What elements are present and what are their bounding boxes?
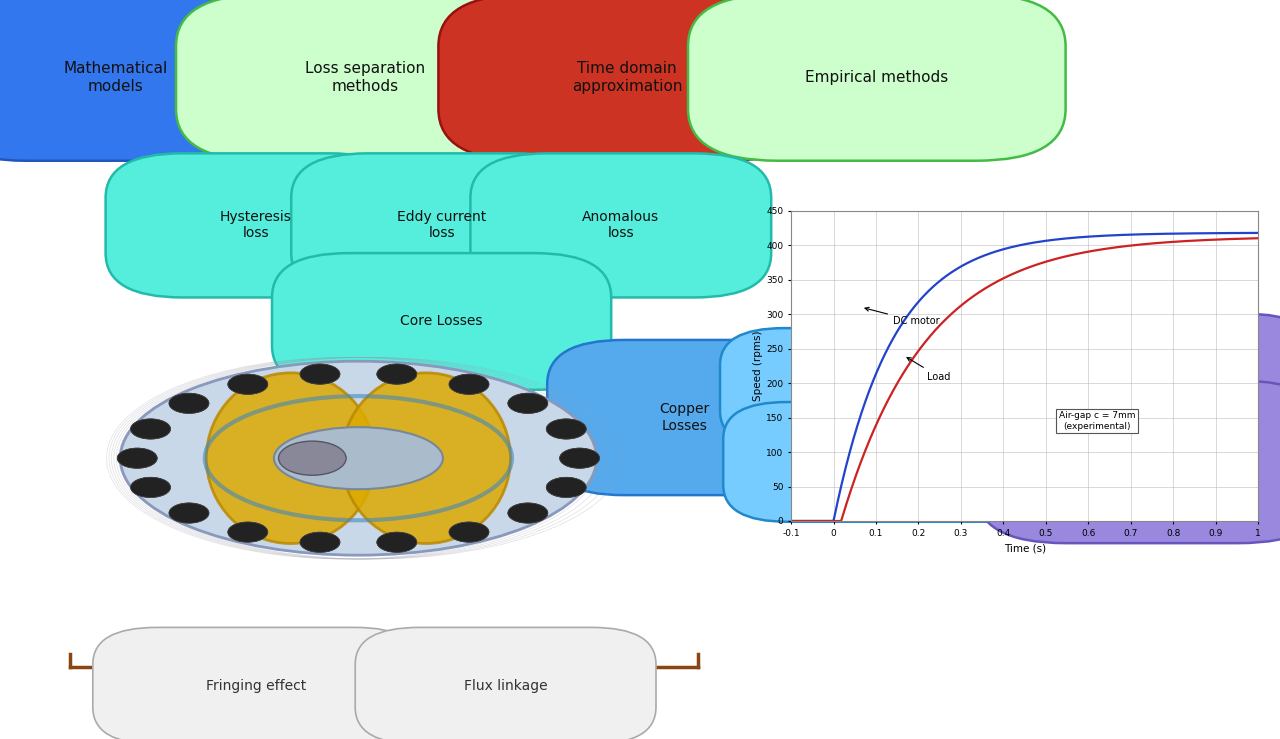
Ellipse shape <box>131 419 170 439</box>
Text: Skin effect loss: Skin effect loss <box>837 381 942 395</box>
Ellipse shape <box>376 532 417 552</box>
Text: Copper
Losses: Copper Losses <box>659 403 710 432</box>
Text: Loss separation
methods: Loss separation methods <box>305 61 425 94</box>
Ellipse shape <box>508 393 548 413</box>
FancyBboxPatch shape <box>548 340 823 495</box>
Ellipse shape <box>169 503 209 523</box>
Ellipse shape <box>449 374 489 395</box>
FancyBboxPatch shape <box>106 153 407 297</box>
Text: Flux linkage: Flux linkage <box>463 679 548 692</box>
Ellipse shape <box>376 532 417 552</box>
Ellipse shape <box>206 372 375 544</box>
FancyBboxPatch shape <box>977 381 1280 543</box>
Ellipse shape <box>559 448 599 469</box>
Ellipse shape <box>376 364 417 384</box>
FancyBboxPatch shape <box>977 313 1280 463</box>
Ellipse shape <box>228 522 268 542</box>
FancyBboxPatch shape <box>689 0 1066 161</box>
Ellipse shape <box>118 448 157 469</box>
Ellipse shape <box>131 477 170 497</box>
Ellipse shape <box>118 448 157 469</box>
FancyBboxPatch shape <box>438 0 817 161</box>
FancyBboxPatch shape <box>356 627 657 739</box>
Text: DC motor: DC motor <box>865 307 940 327</box>
Text: Hysteresis
loss: Hysteresis loss <box>220 211 292 240</box>
Ellipse shape <box>300 364 340 384</box>
Ellipse shape <box>169 393 209 413</box>
Text: Mathematical
models: Mathematical models <box>63 61 168 94</box>
Ellipse shape <box>449 522 489 542</box>
Ellipse shape <box>274 427 443 489</box>
Ellipse shape <box>508 393 548 413</box>
Text: Litz wire: Litz wire <box>1123 381 1181 395</box>
FancyBboxPatch shape <box>471 153 771 297</box>
Text: Empirical methods: Empirical methods <box>805 70 948 85</box>
Ellipse shape <box>559 448 599 469</box>
Ellipse shape <box>228 374 268 395</box>
X-axis label: Time (s): Time (s) <box>1004 543 1046 554</box>
Ellipse shape <box>228 522 268 542</box>
Ellipse shape <box>547 477 586 497</box>
Text: Fringing effect: Fringing effect <box>206 679 306 692</box>
Ellipse shape <box>169 503 209 523</box>
FancyBboxPatch shape <box>0 0 294 161</box>
Text: Time domain
approximation: Time domain approximation <box>572 61 682 94</box>
FancyBboxPatch shape <box>292 153 591 297</box>
Text: Anomalous
loss: Anomalous loss <box>582 211 659 240</box>
Text: Eddy current
loss: Eddy current loss <box>397 211 486 240</box>
Ellipse shape <box>547 419 586 439</box>
Text: Proximity effect loss: Proximity effect loss <box>838 455 979 469</box>
Ellipse shape <box>376 364 417 384</box>
Ellipse shape <box>300 532 340 552</box>
Text: Air-gap c = 7mm
(experimental): Air-gap c = 7mm (experimental) <box>1059 412 1135 431</box>
Ellipse shape <box>120 361 596 555</box>
Ellipse shape <box>300 532 340 552</box>
Text: Load: Load <box>908 358 950 381</box>
Ellipse shape <box>131 419 170 439</box>
Text: Core Losses: Core Losses <box>401 315 483 328</box>
Ellipse shape <box>449 374 489 395</box>
Ellipse shape <box>547 477 586 497</box>
Ellipse shape <box>228 374 268 395</box>
FancyBboxPatch shape <box>723 402 1094 522</box>
Ellipse shape <box>547 419 586 439</box>
Ellipse shape <box>279 441 346 475</box>
Ellipse shape <box>449 522 489 542</box>
FancyBboxPatch shape <box>271 253 612 390</box>
Text: Interleaved
winding: Interleaved winding <box>1112 447 1192 477</box>
Ellipse shape <box>508 503 548 523</box>
Ellipse shape <box>169 393 209 413</box>
FancyBboxPatch shape <box>175 0 554 161</box>
Ellipse shape <box>342 372 511 544</box>
FancyBboxPatch shape <box>719 328 1059 448</box>
Ellipse shape <box>508 503 548 523</box>
Ellipse shape <box>300 364 340 384</box>
FancyBboxPatch shape <box>93 627 420 739</box>
Y-axis label: Speed (rpms): Speed (rpms) <box>754 330 763 401</box>
Ellipse shape <box>131 477 170 497</box>
